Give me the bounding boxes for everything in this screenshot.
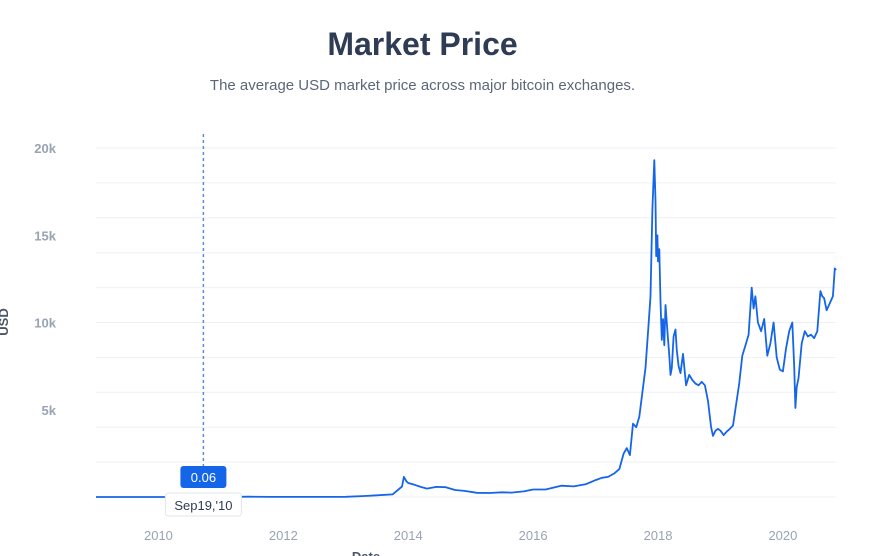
grid-lines: [96, 147, 836, 498]
tooltip-date: Sep19,'10: [174, 498, 232, 513]
x-tick-label: 2016: [519, 528, 548, 543]
x-tick-label: 2010: [144, 528, 173, 543]
tooltip-value-badge: [180, 466, 227, 488]
chart-title: Market Price: [327, 26, 518, 62]
series-line-market-price[interactable]: [96, 159, 837, 498]
y-tick-label: 10k: [34, 316, 56, 331]
hover-tooltip: 0.06 Sep19,'10: [164, 466, 242, 517]
y-axis-label: USD: [0, 308, 11, 335]
x-tick-label: 2020: [768, 528, 797, 543]
y-tick-label: 5k: [42, 403, 57, 418]
x-axis-label: Date: [352, 549, 380, 556]
x-tick-label: 2014: [394, 528, 423, 543]
tooltip-date-badge: [164, 492, 242, 517]
y-tick-label: 15k: [34, 228, 56, 243]
x-tick-label: 2012: [269, 528, 298, 543]
tooltip-value: 0.06: [191, 470, 216, 485]
y-axis-ticks: 5k 10k 15k 20k: [34, 141, 56, 418]
y-tick-label: 20k: [34, 141, 56, 156]
axis-labels: USD Date: [0, 308, 380, 556]
x-axis-ticks: 2010 2012 2014 2016 2018 2020: [144, 528, 797, 543]
chart-subtitle: The average USD market price across majo…: [209, 77, 636, 94]
x-tick-label: 2018: [644, 528, 673, 543]
